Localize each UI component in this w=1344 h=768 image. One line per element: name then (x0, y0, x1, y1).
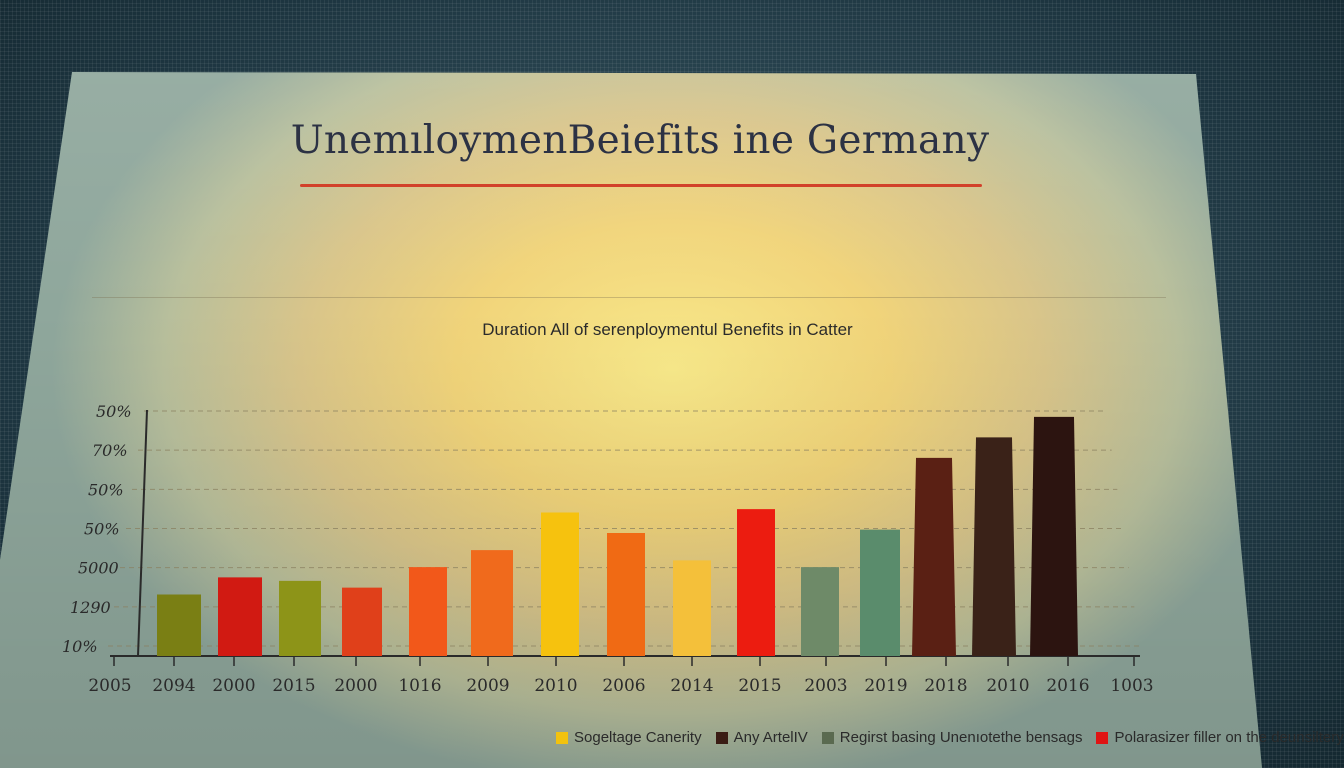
legend-swatch-0 (556, 731, 568, 744)
legend-item: Regirst basing Unenıotethe bensags (821, 729, 1083, 746)
y-tick-label: 70% (92, 441, 128, 460)
bar (342, 587, 382, 656)
x-tick-label: 2094 (152, 676, 195, 696)
legend-item: Any ArtelIV (715, 729, 808, 746)
bar (218, 577, 262, 656)
x-tick-label: 2006 (602, 676, 645, 696)
legend: Sogeltage Canerity Any ArtelIV Regirst b… (556, 729, 1344, 746)
legend-swatch-2 (821, 731, 834, 744)
legend-label: Any ArtelIV (733, 729, 808, 746)
x-tick-label: 1016 (398, 676, 441, 696)
y-tick-label: 10% (62, 637, 98, 656)
y-tick-label: 50% (88, 480, 124, 499)
x-tick-label: 2005 (88, 676, 131, 696)
x-tick-label: 2010 (986, 676, 1029, 696)
x-tick-label: 2015 (272, 676, 315, 696)
x-tick-label: 2010 (534, 676, 577, 696)
x-tick-labels: 2005 2094 2000 2015 2000 1016 2009 2010 2006 2014… (88, 676, 1153, 696)
x-tick-label: 2003 (804, 676, 847, 696)
x-tick-label: 2015 (738, 676, 781, 696)
bar (801, 567, 839, 656)
y-tick-label: 50% (84, 520, 120, 539)
bar (157, 594, 201, 656)
x-tick-label: 2014 (670, 676, 713, 696)
bar (673, 560, 711, 656)
bars (157, 416, 1078, 656)
bar (912, 457, 956, 656)
bar (541, 512, 579, 656)
title-underline (300, 184, 982, 187)
legend-label: Polarasizer filler on the deunsiltery (1114, 729, 1344, 746)
bar (860, 529, 900, 656)
divider-line (92, 297, 1166, 298)
legend-label: Sogeltage Canerity (574, 729, 702, 746)
bar (471, 550, 513, 656)
legend-item: Sogeltage Canerity (556, 729, 702, 746)
bar (279, 580, 321, 656)
chart-subtitle: Duration All of serenploymentul Benefits… (482, 320, 853, 339)
bar (1030, 416, 1078, 656)
bar (737, 509, 775, 656)
y-tick-label: 1290 (70, 598, 111, 617)
bar (409, 567, 447, 656)
legend-swatch-1 (715, 731, 728, 744)
legend-item: Polarasizer filler on the deunsiltery (1096, 729, 1344, 746)
x-tick-label: 2019 (864, 676, 907, 696)
x-tick-label: 2018 (924, 676, 967, 696)
x-tick-label: 2016 (1046, 676, 1089, 696)
x-tick-label: 2000 (212, 676, 255, 696)
y-tick-label: 50% (96, 402, 132, 421)
y-axis-line (137, 409, 148, 657)
legend-label: Regirst basing Unenıotethe bensags (839, 729, 1083, 746)
x-tick-label: 1003 (1110, 676, 1153, 696)
bar (972, 437, 1016, 656)
bar (607, 533, 645, 656)
legend-swatch-3 (1096, 731, 1109, 744)
y-tick-label: 5000 (78, 559, 119, 578)
x-tick-label: 2009 (466, 676, 509, 696)
chart-title: UnemıloymenBeiefits ine Germany (290, 118, 990, 163)
y-tick-labels: 50% 70% 50% 50% 5000 1290 10% (62, 402, 132, 656)
x-tick-label: 2000 (334, 676, 377, 696)
